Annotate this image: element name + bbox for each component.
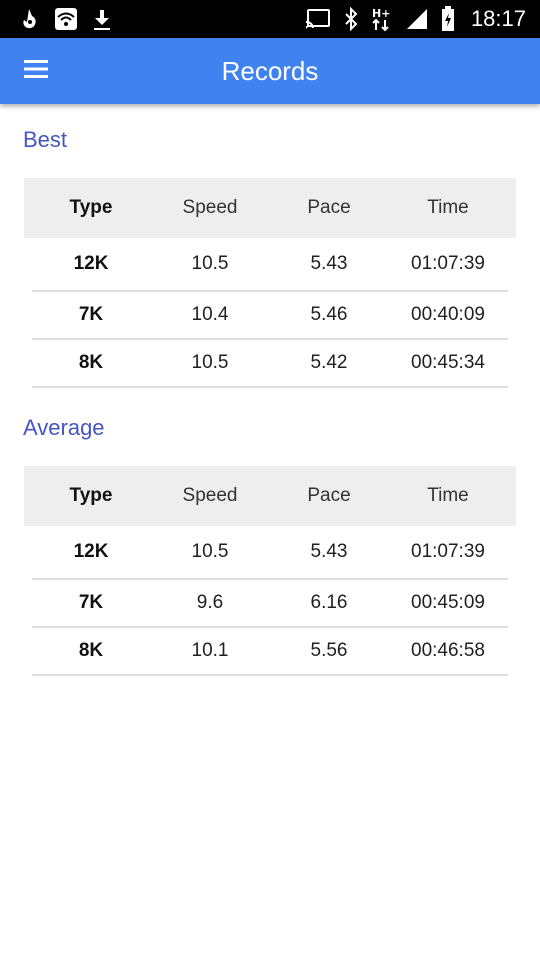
row-time: 00:40:09 bbox=[411, 304, 485, 325]
header-type: Type bbox=[69, 197, 113, 218]
header-pace: Pace bbox=[307, 485, 351, 506]
header-type: Type bbox=[69, 485, 113, 506]
best-table: Type Speed Pace Time 12K 10.5 5.43 01:07… bbox=[24, 178, 516, 388]
table-row: 7K 10.4 5.46 00:40:09 bbox=[32, 292, 508, 340]
header-speed: Speed bbox=[182, 197, 238, 218]
row-time: 01:07:39 bbox=[411, 253, 485, 274]
row-speed: 10.4 bbox=[191, 304, 229, 325]
battery-charging-icon bbox=[441, 6, 455, 32]
clock: 18:17 bbox=[470, 6, 526, 31]
menu-icon bbox=[24, 59, 48, 83]
row-speed: 10.5 bbox=[191, 541, 229, 562]
header-pace: Pace bbox=[307, 197, 351, 218]
row-type: 12K bbox=[73, 253, 109, 274]
row-pace: 5.56 bbox=[310, 640, 348, 661]
row-speed: 10.5 bbox=[191, 253, 229, 274]
row-type: 8K bbox=[78, 352, 104, 373]
row-time: 00:45:34 bbox=[411, 352, 485, 373]
notification-icon bbox=[20, 7, 40, 31]
table-row: 8K 10.1 5.56 00:46:58 bbox=[32, 628, 508, 676]
header-time: Time bbox=[427, 485, 469, 506]
status-bar: H+ 18:17 bbox=[0, 0, 540, 38]
header-speed: Speed bbox=[182, 485, 238, 506]
row-time: 00:46:58 bbox=[411, 640, 485, 661]
best-section-title: Best bbox=[23, 127, 68, 152]
row-pace: 5.42 bbox=[310, 352, 348, 373]
row-speed: 10.1 bbox=[191, 640, 229, 661]
table-row: 12K 10.5 5.43 01:07:39 bbox=[32, 526, 508, 580]
row-type: 12K bbox=[73, 541, 109, 562]
hplus-network-icon: H+ bbox=[371, 6, 393, 32]
svg-text:H+: H+ bbox=[372, 7, 390, 20]
row-type: 8K bbox=[78, 640, 104, 661]
row-pace: 5.43 bbox=[310, 253, 348, 274]
bluetooth-icon bbox=[343, 7, 359, 31]
row-pace: 5.43 bbox=[310, 541, 348, 562]
app-bar: Records bbox=[0, 38, 540, 104]
row-time: 00:45:09 bbox=[411, 592, 485, 613]
signal-icon bbox=[405, 7, 429, 31]
average-section-title: Average bbox=[23, 415, 105, 440]
wifi-icon bbox=[54, 7, 78, 31]
table-row: 12K 10.5 5.43 01:07:39 bbox=[32, 238, 508, 292]
header-time: Time bbox=[427, 197, 469, 218]
table-header: Type Speed Pace Time bbox=[24, 466, 516, 526]
download-icon bbox=[92, 7, 112, 31]
average-table: Type Speed Pace Time 12K 10.5 5.43 01:07… bbox=[24, 466, 516, 676]
row-time: 01:07:39 bbox=[411, 541, 485, 562]
row-speed: 9.6 bbox=[196, 592, 224, 613]
row-pace: 6.16 bbox=[310, 592, 348, 613]
table-header: Type Speed Pace Time bbox=[24, 178, 516, 238]
page-title: Records bbox=[221, 56, 319, 86]
row-type: 7K bbox=[78, 592, 104, 613]
cast-icon bbox=[305, 8, 331, 30]
status-bar-right: H+ 18:17 bbox=[305, 0, 526, 38]
menu-button[interactable] bbox=[14, 51, 58, 91]
table-row: 8K 10.5 5.42 00:45:34 bbox=[32, 340, 508, 388]
status-bar-left bbox=[20, 0, 112, 38]
table-row: 7K 9.6 6.16 00:45:09 bbox=[32, 580, 508, 628]
row-type: 7K bbox=[78, 304, 104, 325]
row-speed: 10.5 bbox=[191, 352, 229, 373]
row-pace: 5.46 bbox=[310, 304, 348, 325]
